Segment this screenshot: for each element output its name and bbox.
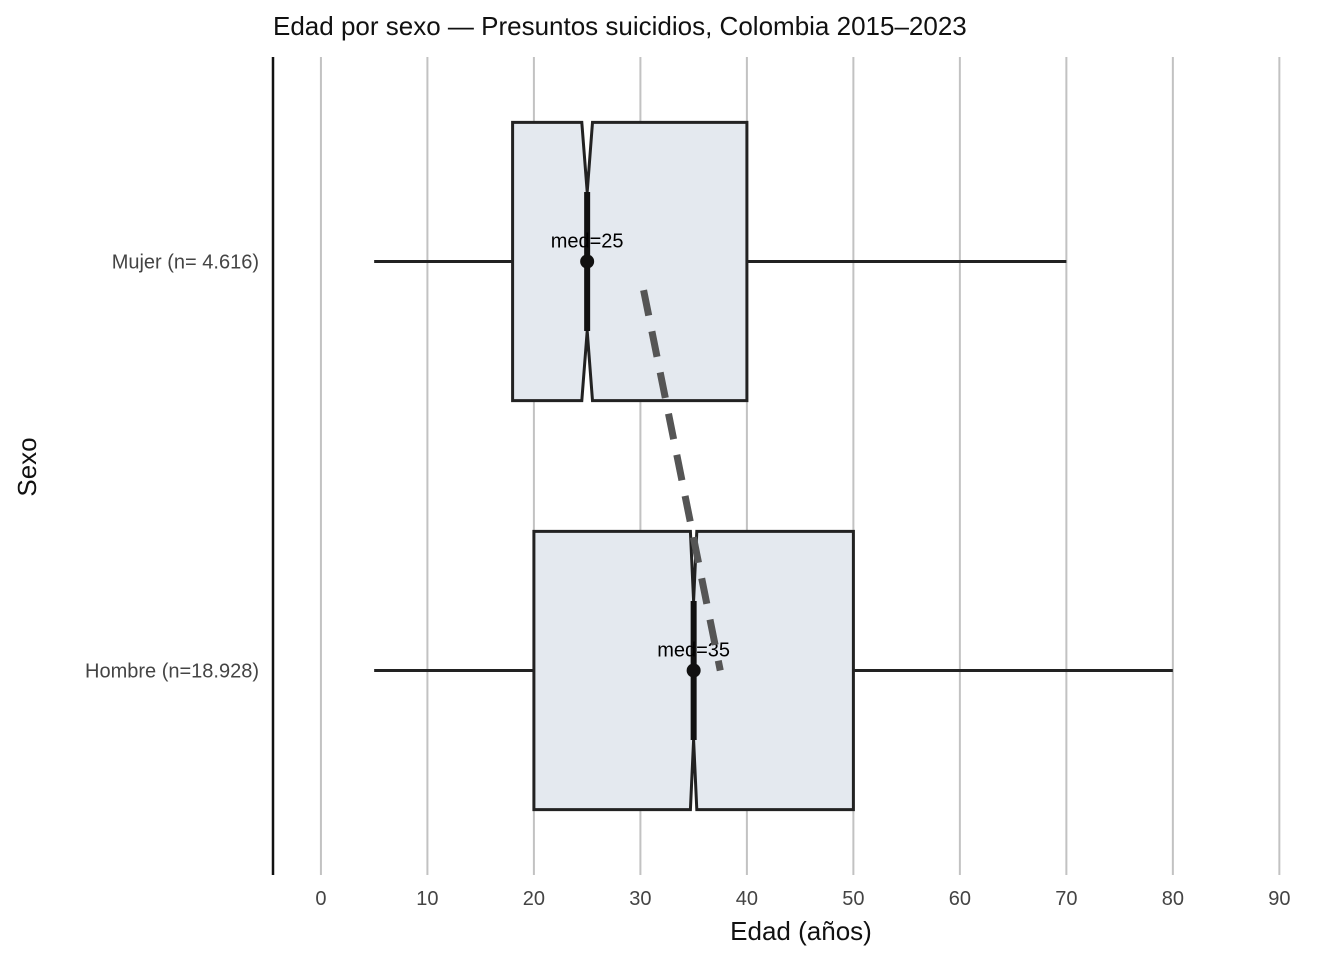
median-point xyxy=(580,254,595,269)
box xyxy=(511,120,749,403)
x-tick-label-90: 90 xyxy=(1268,888,1290,910)
chart-title: Edad por sexo — Presuntos suicidios, Col… xyxy=(273,11,967,41)
x-tick-label-70: 70 xyxy=(1055,888,1077,910)
axes: 0 10 20 30 40 50 60 70 80 90 Mujer (n= 4.616) Hombr… xyxy=(85,57,1290,910)
x-tick-label-10: 10 xyxy=(416,888,438,910)
median-annotation: med=35 xyxy=(657,640,730,662)
y-tick-label-hombre: Hombre (n=18.928) xyxy=(85,661,259,683)
boxes: med=25 med=35 xyxy=(374,120,1173,812)
x-tick-label-50: 50 xyxy=(842,888,864,910)
x-tick-label-80: 80 xyxy=(1162,888,1184,910)
x-tick-label-60: 60 xyxy=(949,888,971,910)
x-axis-label: Edad (años) xyxy=(730,916,872,946)
dashed-connector-line xyxy=(640,289,724,672)
median-point xyxy=(686,663,701,678)
median-annotation: med=25 xyxy=(551,231,624,253)
y-tick-label-mujer: Mujer (n= 4.616) xyxy=(112,252,259,274)
box-group-mujer: med=25 xyxy=(374,120,1067,403)
x-tick-label-0: 0 xyxy=(315,888,326,910)
x-tick-label-30: 30 xyxy=(629,888,651,910)
x-tick-label-40: 40 xyxy=(736,888,758,910)
box-group-hombre: med=35 xyxy=(374,529,1173,812)
y-axis-label: Sexo xyxy=(12,437,42,496)
x-tick-label-20: 20 xyxy=(523,888,545,910)
